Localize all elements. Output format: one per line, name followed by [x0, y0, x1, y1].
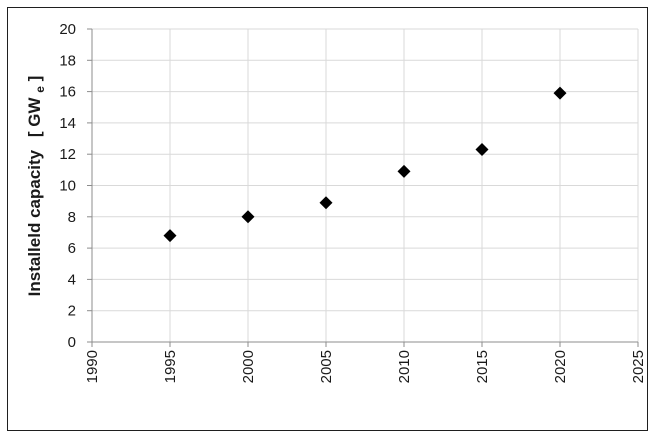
data-points	[163, 86, 567, 243]
y-tick-label: 16	[59, 84, 76, 101]
y-axis-unit-main: GW	[25, 97, 44, 127]
x-tick-label: 2000	[240, 350, 257, 383]
data-point-2015	[475, 143, 489, 157]
data-point-2005	[319, 196, 333, 210]
y-tick-label: 18	[59, 52, 76, 69]
y-tick-label: 6	[68, 240, 76, 257]
y-tick-label: 12	[59, 146, 76, 163]
x-tick-label: 2020	[552, 350, 569, 383]
y-tick-label: 10	[59, 178, 76, 195]
data-point-2020	[553, 86, 567, 100]
y-tick-label: 0	[68, 334, 76, 351]
grid-lines	[92, 28, 639, 342]
data-point-1995	[163, 229, 177, 243]
y-axis-title-text: Installeld capacity	[25, 149, 44, 296]
chart-frame	[7, 7, 648, 431]
y-axis-unit-subscript: e	[33, 86, 47, 93]
y-tick-labels: 0 2 4 6 8 10 12 14 16 18 20	[59, 21, 76, 351]
y-axis-title: Installeld capacity [ GW e ]	[25, 76, 48, 297]
x-tick-labels: 1990 1995 2000 2005 2010 2015 2020 2025	[84, 350, 647, 383]
x-tick-label: 1995	[162, 350, 179, 383]
y-axis-unit-close: ]	[25, 76, 44, 82]
x-tick-label: 2010	[396, 350, 413, 383]
y-axis-unit-open: [	[25, 131, 44, 137]
y-tick-label: 4	[68, 271, 76, 288]
y-tick-label: 20	[59, 21, 76, 38]
x-tick-label: 2015	[474, 350, 491, 383]
x-tick-label: 2005	[318, 350, 335, 383]
x-tick-label: 2025	[630, 350, 647, 383]
y-tick-label: 14	[59, 115, 76, 132]
y-tick-label: 2	[68, 303, 76, 320]
y-tick-label: 8	[68, 209, 76, 226]
data-point-2000	[241, 210, 255, 224]
axes	[87, 28, 639, 347]
x-tick-label: 1990	[84, 350, 101, 383]
data-point-2010	[397, 164, 411, 178]
